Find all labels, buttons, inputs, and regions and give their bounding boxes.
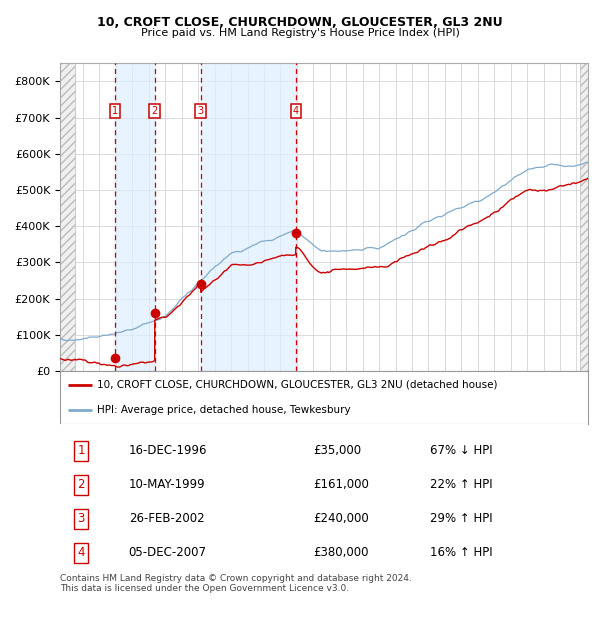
Text: £161,000: £161,000	[313, 479, 370, 492]
Bar	[60, 63, 75, 371]
Text: £380,000: £380,000	[313, 546, 369, 559]
Text: 1: 1	[77, 445, 85, 458]
Text: 16-DEC-1996: 16-DEC-1996	[128, 445, 207, 458]
Text: 4: 4	[293, 106, 299, 116]
Text: Contains HM Land Registry data © Crown copyright and database right 2024.
This d: Contains HM Land Registry data © Crown c…	[60, 574, 412, 593]
Text: 29% ↑ HPI: 29% ↑ HPI	[430, 512, 492, 525]
Text: HPI: Average price, detached house, Tewkesbury: HPI: Average price, detached house, Tewk…	[97, 405, 350, 415]
Text: 05-DEC-2007: 05-DEC-2007	[128, 546, 206, 559]
Text: 26-FEB-2002: 26-FEB-2002	[128, 512, 204, 525]
Text: 3: 3	[77, 512, 85, 525]
Text: 1: 1	[112, 106, 118, 116]
Text: 2: 2	[152, 106, 158, 116]
Bar	[580, 63, 588, 371]
Bar	[200, 63, 296, 371]
Text: 10-MAY-1999: 10-MAY-1999	[128, 479, 205, 492]
Text: 67% ↓ HPI: 67% ↓ HPI	[430, 445, 492, 458]
Text: 22% ↑ HPI: 22% ↑ HPI	[430, 479, 492, 492]
Bar	[115, 63, 155, 371]
Text: £240,000: £240,000	[313, 512, 369, 525]
Text: 3: 3	[197, 106, 203, 116]
Text: 4: 4	[77, 546, 85, 559]
Text: 10, CROFT CLOSE, CHURCHDOWN, GLOUCESTER, GL3 2NU (detached house): 10, CROFT CLOSE, CHURCHDOWN, GLOUCESTER,…	[97, 380, 497, 390]
Text: Price paid vs. HM Land Registry's House Price Index (HPI): Price paid vs. HM Land Registry's House …	[140, 28, 460, 38]
Text: 2: 2	[77, 479, 85, 492]
Text: £35,000: £35,000	[313, 445, 362, 458]
Text: 10, CROFT CLOSE, CHURCHDOWN, GLOUCESTER, GL3 2NU: 10, CROFT CLOSE, CHURCHDOWN, GLOUCESTER,…	[97, 16, 503, 29]
Text: 16% ↑ HPI: 16% ↑ HPI	[430, 546, 492, 559]
